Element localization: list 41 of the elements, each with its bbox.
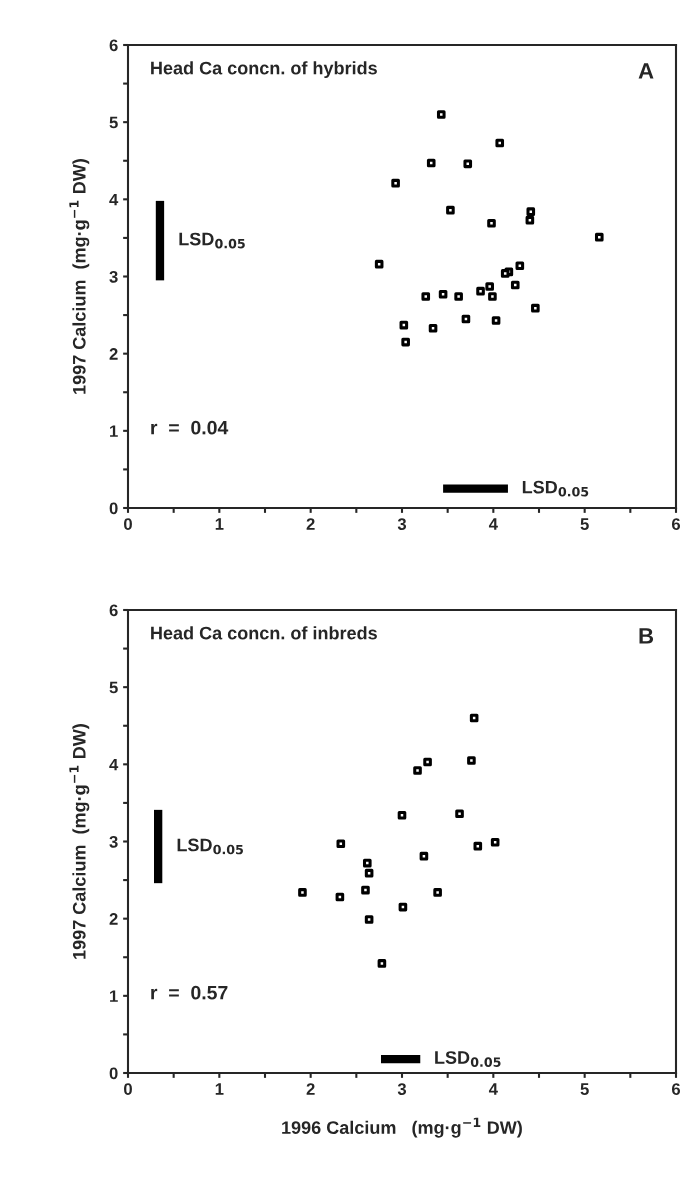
x-tick-label: 4 [488,518,498,530]
y-tick-label: 6 [109,39,118,52]
y-tick-label: 6 [109,604,118,617]
x-tick-label: 4 [488,1083,498,1095]
x-tick-label: 1 [215,1083,224,1095]
annotation: B [639,628,654,644]
y-tick-label: 1 [110,990,118,1002]
x-axis-title: 1996 Calcium (mg·g$^{−1}$ DW) [282,1117,522,1138]
x-tick-label: 3 [397,1083,407,1095]
x-tick-label: 3 [397,518,407,530]
y-tick-label: 5 [109,116,118,129]
x-tick-label: 6 [671,1083,681,1095]
y-tick-label: 2 [109,913,118,925]
x-tick-label: 2 [306,1083,315,1095]
x-tick-label: 0 [124,518,132,530]
y-tick-label: 0 [109,502,118,515]
x-tick-label: 5 [580,518,589,530]
text: Head Ca concn. of hybrids [151,61,377,79]
y-tick-label: 4 [109,758,119,771]
y-tick-label: 1 [110,425,118,437]
y-tick-label: 3 [109,270,118,283]
y-tick-label: 4 [109,193,119,206]
text: Head Ca concn. of inbreds [151,626,377,640]
y-tick-label: 0 [109,1067,118,1080]
y-tick-label: 2 [109,348,118,360]
series-label: LSD$_{0.05}$ [435,1051,501,1067]
annotation: r = 0.04 [151,420,229,435]
series-label: LSD$_{0.05}$ [179,232,245,249]
y-axis-title: 1997 Calcium (mg·g$^{−1}$ DW) [69,724,90,959]
y-tick-label: 5 [109,681,118,694]
y-tick-label: 3 [109,835,118,848]
x-tick-label: 0 [124,1083,132,1095]
series-label: LSD$_{0.05}$ [177,838,243,855]
x-tick-label: 1 [215,518,224,530]
y-axis-title: 1997 Calcium (mg·g$^{−1}$ DW) [69,159,90,394]
series-label: LSD$_{0.05}$ [522,480,589,497]
annotation: A [638,63,654,79]
x-tick-label: 6 [671,518,681,530]
x-tick-label: 2 [306,518,315,530]
annotation: r = 0.57 [151,985,228,1000]
x-tick-label: 5 [580,1083,589,1095]
